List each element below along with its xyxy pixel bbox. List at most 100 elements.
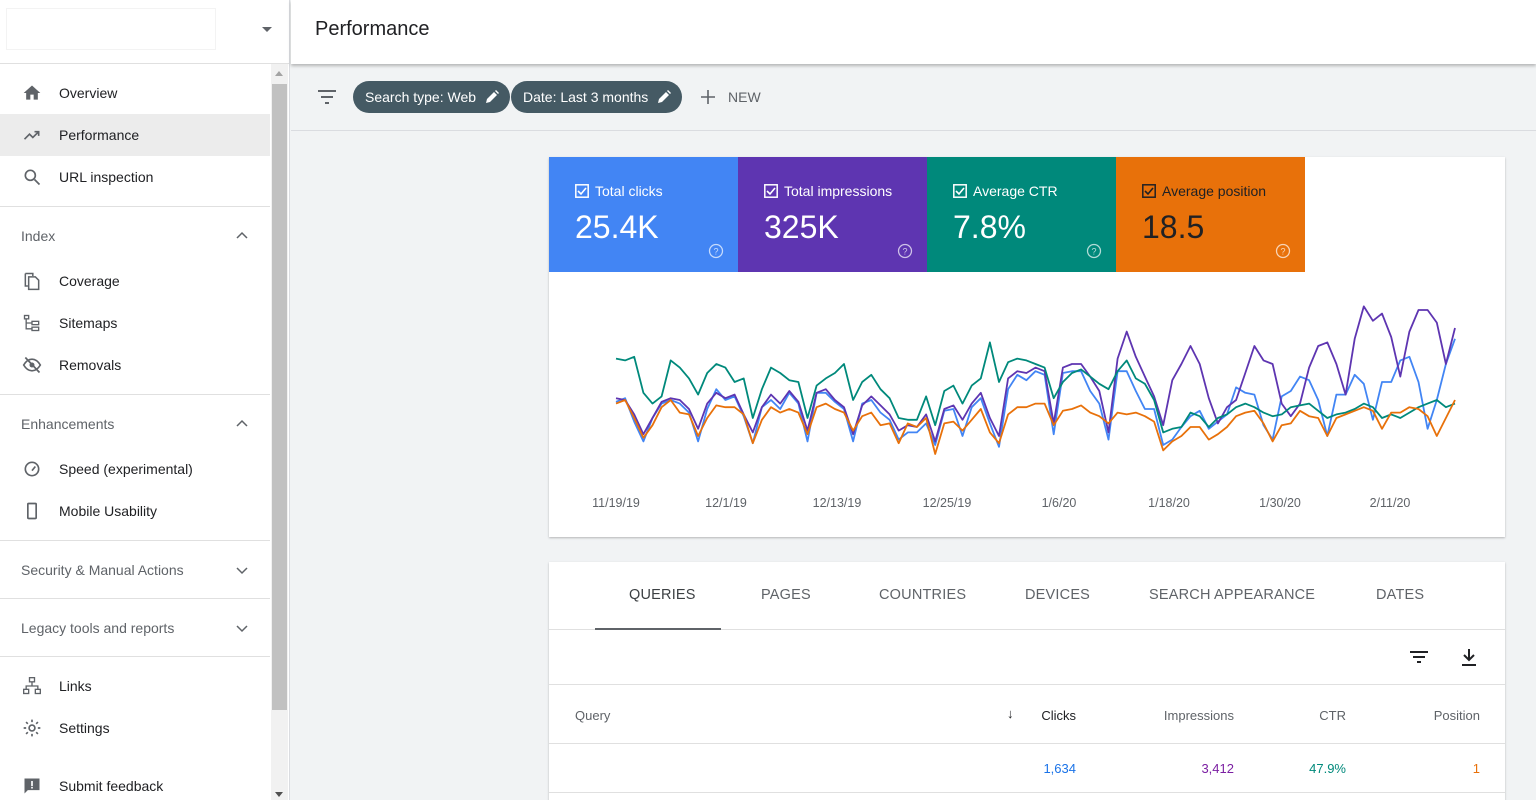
tab-pages[interactable]: PAGES	[761, 587, 811, 603]
sidebar-item-label: URL inspection	[59, 169, 154, 185]
metric-total-impressions[interactable]: Total impressions 325K ?	[738, 157, 927, 272]
performance-line-chart[interactable]: 11/19/19 12/1/19 12/13/19 12/25/19 1/6/20 1/1…	[549, 272, 1505, 537]
property-name[interactable]	[6, 8, 216, 50]
sort-down-icon: ↓	[1007, 706, 1014, 721]
metric-average-ctr[interactable]: Average CTR 7.8% ?	[927, 157, 1116, 272]
edit-icon	[658, 90, 672, 103]
coverage-icon	[22, 271, 42, 291]
sidebar-item-sitemaps[interactable]: Sitemaps	[0, 302, 270, 344]
header-ctr[interactable]: CTR	[1319, 708, 1346, 723]
series-line-1[interactable]	[615, 305, 1456, 443]
checkbox-checked-icon	[1142, 184, 1156, 198]
cell-position: 1	[1472, 761, 1480, 776]
help-icon[interactable]: ?	[897, 243, 913, 259]
metric-average-position[interactable]: Average position 18.5 ?	[1116, 157, 1305, 272]
metric-value: 325K	[764, 209, 839, 245]
property-selector[interactable]	[0, 0, 289, 64]
sidebar-scrollbar[interactable]	[271, 64, 288, 800]
checkbox-checked-icon	[953, 184, 967, 198]
tab-devices[interactable]: DEVICES	[1025, 587, 1091, 603]
trending-up-icon	[22, 125, 42, 145]
table-row[interactable]: 1,634 3,412 47.9% 1	[549, 745, 1505, 793]
sidebar-item-label: Submit feedback	[59, 778, 164, 794]
sidebar-item-speed[interactable]: Speed (experimental)	[0, 448, 270, 490]
section-security-toggle[interactable]: Security & Manual Actions	[0, 540, 270, 598]
chevron-down-icon	[236, 567, 248, 575]
sidebar-item-overview[interactable]: Overview	[0, 72, 270, 114]
section-title: Legacy tools and reports	[21, 619, 175, 636]
metric-label: Total clicks	[575, 183, 663, 199]
gear-icon	[22, 718, 42, 738]
sidebar: Overview Performance URL inspection Inde…	[0, 0, 290, 800]
filter-rows-icon[interactable]	[1408, 646, 1430, 668]
svg-text:?: ?	[1280, 247, 1285, 257]
sidebar-nav: Overview Performance URL inspection Inde…	[0, 64, 270, 800]
caret-down-icon[interactable]	[262, 27, 272, 32]
metric-label-text: Average position	[1162, 183, 1267, 199]
sidebar-item-label: Removals	[59, 357, 122, 373]
x-tick-label: 2/11/20	[1370, 496, 1411, 510]
sidebar-item-submit-feedback[interactable]: Submit feedback	[0, 765, 270, 800]
series-line-0[interactable]	[615, 338, 1456, 448]
filter-icon[interactable]	[317, 88, 337, 106]
cell-impressions: 3,412	[1201, 761, 1234, 776]
date-range-chip[interactable]: Date: Last 3 months	[511, 81, 683, 113]
new-filter-button[interactable]: NEW	[699, 86, 761, 108]
sidebar-item-label: Speed (experimental)	[59, 461, 193, 477]
tab-countries[interactable]: COUNTRIES	[879, 587, 967, 603]
section-title: Security & Manual Actions	[21, 561, 184, 578]
sidebar-item-label: Settings	[59, 720, 110, 736]
x-tick-label: 12/25/19	[923, 496, 972, 510]
sitemap-icon	[22, 313, 42, 333]
header-query[interactable]: Query	[575, 708, 611, 723]
sidebar-item-settings[interactable]: Settings	[0, 707, 270, 749]
links-icon	[22, 676, 42, 696]
sidebar-item-url-inspection[interactable]: URL inspection	[0, 156, 270, 198]
feedback-icon	[22, 776, 42, 796]
checkbox-checked-icon	[764, 184, 778, 198]
table-toolbar	[549, 630, 1505, 685]
performance-chart-card: Total clicks 25.4K ? Total impressions 3…	[549, 157, 1505, 537]
sidebar-item-removals[interactable]: Removals	[0, 344, 270, 386]
header-impressions[interactable]: Impressions	[1163, 708, 1234, 723]
header-clicks[interactable]: ↓ Clicks	[1007, 706, 1076, 723]
help-icon[interactable]: ?	[708, 243, 724, 259]
active-tab-indicator	[595, 628, 721, 630]
help-icon[interactable]: ?	[1275, 243, 1291, 259]
sidebar-item-links[interactable]: Links	[0, 665, 270, 707]
scroll-down-icon[interactable]	[275, 792, 283, 797]
download-icon[interactable]	[1458, 646, 1480, 668]
phone-icon	[22, 501, 42, 521]
svg-text:?: ?	[713, 247, 718, 257]
help-icon[interactable]: ?	[1086, 243, 1102, 259]
metric-total-clicks[interactable]: Total clicks 25.4K ?	[549, 157, 738, 272]
scrollbar-thumb[interactable]	[272, 84, 287, 710]
svg-text:?: ?	[1091, 247, 1096, 257]
sidebar-item-mobile-usability[interactable]: Mobile Usability	[0, 490, 270, 532]
metric-label: Average CTR	[953, 183, 1058, 199]
section-enhancements-toggle[interactable]: Enhancements	[0, 394, 270, 452]
eye-off-icon	[22, 355, 42, 375]
sidebar-item-performance[interactable]: Performance	[0, 114, 270, 156]
metric-label-text: Average CTR	[973, 183, 1058, 199]
sidebar-item-coverage[interactable]: Coverage	[0, 260, 270, 302]
metric-value: 18.5	[1142, 209, 1205, 245]
series-line-2[interactable]	[615, 341, 1456, 434]
section-legacy-toggle[interactable]: Legacy tools and reports	[0, 598, 270, 656]
tab-dates[interactable]: DATES	[1376, 587, 1425, 603]
sidebar-item-label: Performance	[59, 127, 140, 143]
scroll-up-icon[interactable]	[275, 71, 283, 76]
tab-search-appearance[interactable]: SEARCH APPEARANCE	[1149, 587, 1316, 603]
x-tick-label: 1/6/20	[1042, 496, 1077, 510]
metric-label: Total impressions	[764, 183, 892, 199]
tab-queries[interactable]: QUERIES	[629, 587, 696, 603]
section-title: Enhancements	[21, 415, 115, 432]
search-type-chip[interactable]: Search type: Web	[353, 81, 511, 113]
checkbox-checked-icon	[575, 184, 589, 198]
sidebar-item-label: Mobile Usability	[59, 503, 158, 519]
series-line-3[interactable]	[615, 399, 1456, 455]
header-position[interactable]: Position	[1433, 708, 1480, 723]
section-index-toggle[interactable]: Index	[0, 206, 270, 264]
chip-label: Date: Last 3 months	[523, 89, 649, 105]
svg-text:?: ?	[902, 247, 907, 257]
